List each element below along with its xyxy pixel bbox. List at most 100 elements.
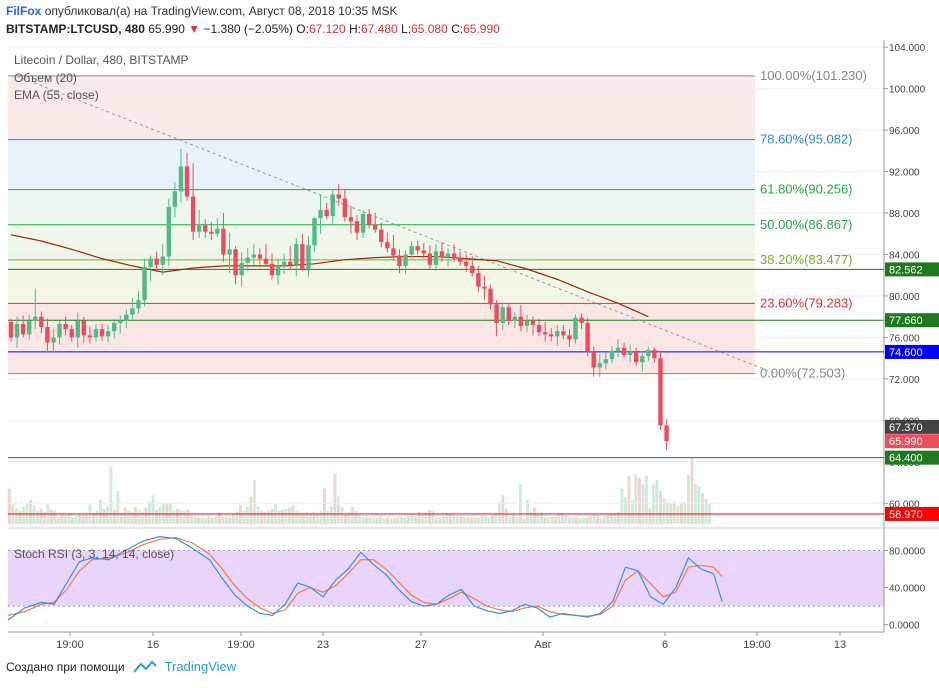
price-tick-label: 88.000	[889, 209, 920, 220]
volume-bar	[190, 515, 193, 524]
candle-body	[69, 329, 74, 338]
candle	[215, 218, 220, 237]
candle-body	[233, 249, 238, 276]
volume-bar	[305, 511, 309, 524]
volume-bar	[449, 514, 452, 524]
candle	[111, 318, 117, 339]
stoch-k-line	[7, 536, 723, 621]
candle-body	[81, 320, 87, 336]
candle-body	[257, 254, 263, 259]
candle-body	[409, 246, 414, 255]
volume-bar	[596, 515, 599, 524]
volume-bar	[599, 518, 603, 524]
candle-body	[209, 231, 214, 234]
candle	[75, 312, 80, 348]
candle-body	[281, 261, 287, 266]
volume-bar	[456, 515, 459, 524]
volume-bar	[386, 517, 389, 524]
volume-bar	[260, 510, 263, 524]
volume-bar	[571, 517, 575, 524]
footer: Создано при помощи TradingView	[6, 659, 236, 674]
volume-bar	[529, 511, 533, 524]
tradingview-link[interactable]: TradingView	[164, 659, 237, 674]
candle	[500, 304, 505, 331]
candle-body	[263, 258, 269, 264]
volume-bar	[172, 510, 176, 524]
candle	[451, 244, 457, 262]
volume-bar	[354, 510, 358, 524]
volume-bar	[403, 517, 407, 524]
chart-canvas[interactable]: 100.00%(101.230) 78.60%(95.082) 61.80%(90.…	[0, 40, 939, 652]
candle	[130, 298, 135, 319]
candle-body	[433, 251, 439, 265]
candle-body	[506, 307, 511, 321]
volume-bar	[564, 516, 568, 524]
time-tick-label: 16	[147, 639, 159, 651]
candle	[615, 339, 621, 358]
candle	[652, 347, 657, 363]
candle-body	[136, 300, 141, 309]
volume-bar	[498, 502, 501, 524]
volume-bar	[120, 513, 123, 524]
volume-bar	[134, 507, 137, 524]
volume-bar	[568, 517, 571, 524]
volume-bar	[655, 480, 659, 524]
fib-label: 23.60%(79.283)	[760, 295, 853, 310]
volume-bar	[487, 517, 491, 524]
candle	[427, 245, 433, 270]
candle	[27, 314, 32, 340]
volume-bar	[32, 505, 36, 524]
volume-bar	[501, 495, 505, 524]
volume-bar	[445, 513, 449, 524]
ohlc-line: BITSTAMP:LTCUSD, 480 65.990 ▼ −1.380 (−2…	[6, 22, 500, 36]
volume-bar	[473, 516, 477, 524]
candle-body	[646, 349, 651, 357]
price-tick-label: 100.000	[889, 85, 926, 96]
candle	[288, 246, 293, 270]
candle	[573, 314, 578, 344]
volume-bar	[67, 513, 71, 524]
volume-bar	[186, 509, 190, 524]
candle-body	[603, 359, 609, 364]
volume-bar	[78, 514, 81, 524]
volume-bar	[547, 517, 550, 524]
volume-bar	[361, 517, 365, 524]
volume-bar	[396, 517, 400, 524]
volume-bar	[102, 508, 106, 524]
candle	[409, 241, 414, 259]
price-axis: 104.000 100.000 96.000 92.000 88.000 84.000 80…	[884, 43, 939, 632]
legend-volume: Объем (20)	[14, 71, 77, 85]
candle	[354, 215, 360, 240]
volume-bar	[466, 517, 470, 524]
candle-body	[591, 351, 596, 368]
ema-path	[10, 234, 649, 318]
volume-bar	[330, 506, 333, 524]
volume-bar	[662, 498, 666, 524]
author-name[interactable]: FilFox	[6, 4, 42, 18]
candle-body	[512, 316, 518, 321]
volume-bar	[246, 506, 249, 524]
volume-bar	[179, 509, 183, 524]
volume-bar	[372, 518, 375, 524]
close-value: 65.990	[463, 22, 500, 36]
candle-body	[658, 358, 663, 426]
candle-body	[488, 288, 493, 305]
candle	[275, 258, 281, 285]
candle-body	[640, 356, 645, 363]
candle-body	[87, 335, 93, 338]
volume-bar	[382, 518, 386, 524]
candle-body	[391, 248, 396, 256]
candle	[482, 276, 487, 301]
volume-bar	[344, 514, 347, 524]
candle-body	[421, 250, 426, 254]
volume-bar	[358, 515, 361, 524]
candle-body	[567, 335, 572, 340]
candle-body	[269, 263, 275, 276]
time-tick-label: 6	[662, 639, 668, 651]
volume-bar	[442, 516, 445, 524]
candle	[142, 258, 147, 307]
volume-bar	[540, 511, 543, 524]
volume-bar	[484, 516, 487, 524]
volume-bar	[158, 507, 162, 524]
volume-bar	[424, 513, 428, 524]
